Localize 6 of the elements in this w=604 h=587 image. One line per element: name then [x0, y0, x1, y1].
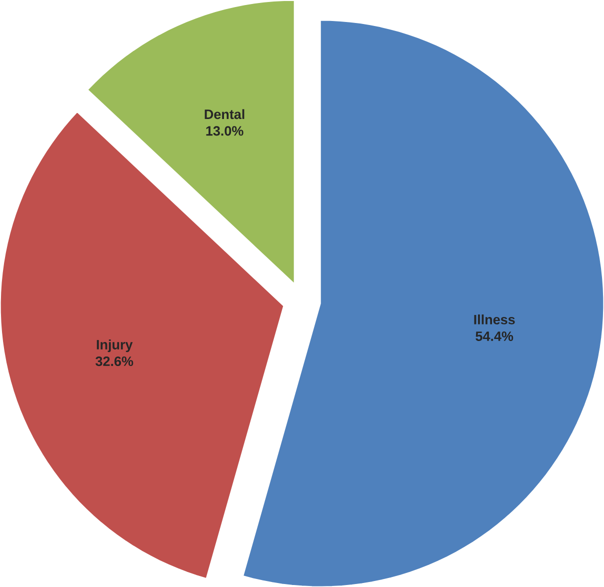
- data-label: 54.4%: [476, 331, 514, 341]
- data-label: 32.6%: [96, 356, 134, 366]
- slice-label: Dental: [204, 109, 244, 120]
- slice-label: Injury: [96, 339, 133, 352]
- data-label: 13.0%: [206, 126, 244, 136]
- slice-label: Illness: [474, 314, 515, 324]
